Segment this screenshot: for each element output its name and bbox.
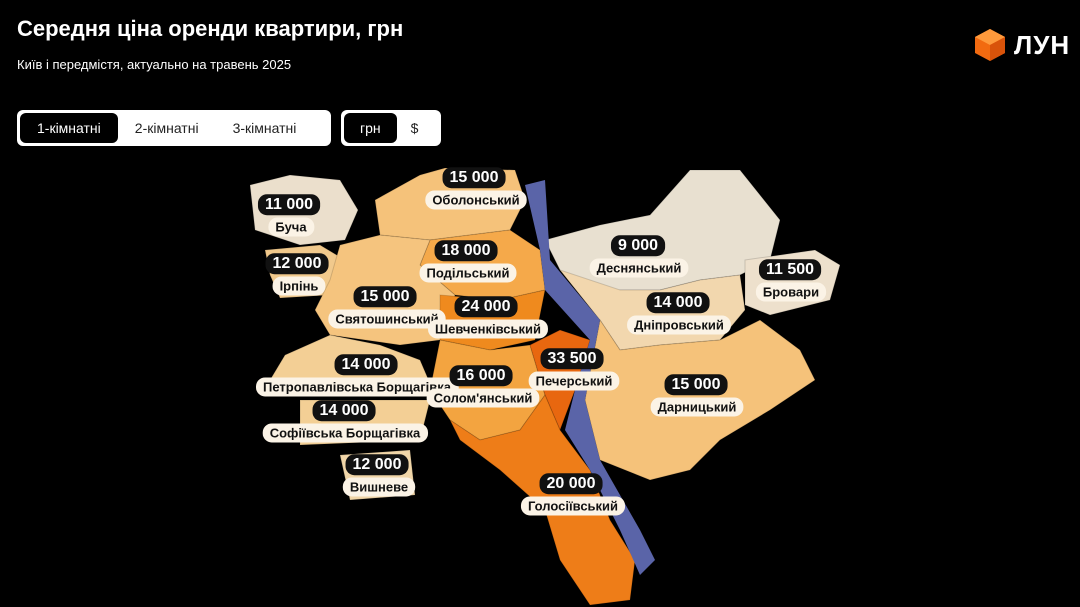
region-name: Буча bbox=[275, 219, 307, 234]
region-name-bg bbox=[627, 315, 731, 335]
region-price: 14 000 bbox=[320, 402, 369, 419]
region-price: 11 000 bbox=[265, 196, 313, 213]
region-label: 11 500 Бровари bbox=[755, 259, 827, 302]
region-price: 14 000 bbox=[654, 294, 703, 311]
region-name-bg bbox=[528, 371, 620, 391]
region-label: 14 000 Дніпровський bbox=[627, 292, 731, 335]
region-name-bg bbox=[256, 377, 459, 397]
region-name: Петропавлівська Борщагівка bbox=[263, 379, 452, 394]
region-label: 12 000 Вишневе bbox=[342, 454, 416, 497]
region-name: Софіївська Борщагівка bbox=[270, 425, 421, 440]
region-price-bg bbox=[664, 374, 728, 396]
currency-tab[interactable]: $ bbox=[410, 120, 419, 136]
region-name-bg bbox=[425, 190, 527, 210]
region-price: 20 000 bbox=[547, 475, 596, 492]
region-name: Бровари bbox=[763, 284, 819, 299]
region-label: 12 000 Ірпінь bbox=[265, 253, 329, 296]
region-price: 16 000 bbox=[457, 367, 506, 384]
region-label: 11 000 Буча bbox=[257, 194, 321, 237]
region-price: 33 500 bbox=[548, 350, 597, 367]
region-name: Подільський bbox=[427, 265, 510, 280]
river bbox=[525, 180, 655, 575]
region-price-bg bbox=[312, 400, 376, 422]
region-label: 18 000 Подільський bbox=[419, 240, 517, 283]
region-name: Шевченківський bbox=[435, 321, 541, 336]
region-label: 20 000 Голосіївський bbox=[520, 473, 626, 516]
region-name-bg bbox=[428, 319, 548, 339]
region-price-bg bbox=[539, 473, 603, 495]
region-name-bg bbox=[520, 496, 626, 516]
region-price: 15 000 bbox=[672, 376, 721, 393]
region-price-bg bbox=[646, 292, 710, 314]
region-name: Голосіївський bbox=[528, 498, 618, 513]
region-label: 9 000 Деснянський bbox=[589, 235, 689, 278]
region-name: Солом'янський bbox=[434, 390, 533, 405]
region-price-bg bbox=[454, 296, 518, 318]
region-name-bg bbox=[419, 263, 517, 283]
region-price: 15 000 bbox=[450, 169, 499, 186]
region-price: 24 000 bbox=[462, 298, 511, 315]
region-price-bg bbox=[265, 253, 329, 275]
region-price: 11 500 bbox=[766, 261, 814, 278]
region-price-bg bbox=[758, 259, 822, 281]
logo-icon bbox=[975, 29, 1005, 61]
region-price-bg bbox=[334, 354, 398, 376]
room-tab[interactable]: 1-кімнатні bbox=[20, 113, 118, 143]
region-label: 15 000 Оболонський bbox=[425, 167, 527, 210]
region-price-bg bbox=[257, 194, 321, 216]
region-name: Печерський bbox=[536, 373, 613, 388]
region-price: 18 000 bbox=[442, 242, 491, 259]
subtitle: Київ і передмістя, актуально на травень … bbox=[17, 57, 292, 72]
region-price: 9 000 bbox=[618, 237, 658, 254]
region-name: Дніпровський bbox=[634, 317, 724, 332]
region-name: Святошинський bbox=[335, 311, 438, 326]
region-name-bg bbox=[272, 276, 326, 296]
region-price-bg bbox=[434, 240, 498, 262]
region-label: 15 000 Святошинський bbox=[328, 286, 446, 329]
currency-tabs: грн $ bbox=[341, 110, 441, 146]
region-name-bg bbox=[650, 397, 744, 417]
logo-text: ЛУН bbox=[1014, 29, 1071, 60]
region-name-bg bbox=[328, 309, 446, 329]
region-name-bg bbox=[342, 477, 416, 497]
currency-tab[interactable]: грн bbox=[344, 113, 397, 143]
region-label: 14 000 Петропавлівська Борщагівка bbox=[256, 354, 459, 397]
region-name: Вишневе bbox=[350, 479, 408, 494]
region-price: 12 000 bbox=[353, 456, 402, 473]
room-tab[interactable]: 2-кімнатні bbox=[134, 120, 199, 136]
region-name: Деснянський bbox=[597, 260, 682, 275]
region-name: Ірпінь bbox=[280, 278, 319, 293]
region-price: 14 000 bbox=[342, 356, 391, 373]
region-label: 14 000 Софіївська Борщагівка bbox=[262, 400, 429, 443]
region-name-bg bbox=[268, 217, 315, 237]
region-name-bg bbox=[755, 282, 827, 302]
region-name: Дарницький bbox=[658, 399, 737, 414]
region-price-bg bbox=[610, 235, 666, 257]
region-price-bg bbox=[540, 348, 604, 370]
room-tabs: 1-кімнатні 2-кімнатні 3-кімнатні bbox=[17, 110, 331, 146]
region-name-bg bbox=[262, 423, 429, 443]
title: Середня ціна оренди квартири, грн bbox=[17, 16, 404, 41]
region-label: 16 000 Солом'янський bbox=[426, 365, 540, 408]
region-price: 15 000 bbox=[361, 288, 410, 305]
region-name-bg bbox=[589, 258, 689, 278]
region-label: 33 500 Печерський bbox=[528, 348, 620, 391]
region-label: 15 000 Дарницький bbox=[650, 374, 744, 417]
region-name-bg bbox=[426, 388, 540, 408]
region-label: 24 000 Шевченківський bbox=[428, 296, 548, 339]
region-price-bg bbox=[449, 365, 513, 387]
region-price: 12 000 bbox=[273, 255, 322, 272]
region-price-bg bbox=[442, 167, 506, 189]
room-tab[interactable]: 3-кімнатні bbox=[232, 120, 297, 136]
region-name: Оболонський bbox=[432, 192, 519, 207]
logo[interactable]: ЛУН bbox=[974, 28, 1070, 62]
region-price-bg bbox=[345, 454, 409, 476]
region-price-bg bbox=[353, 286, 417, 308]
